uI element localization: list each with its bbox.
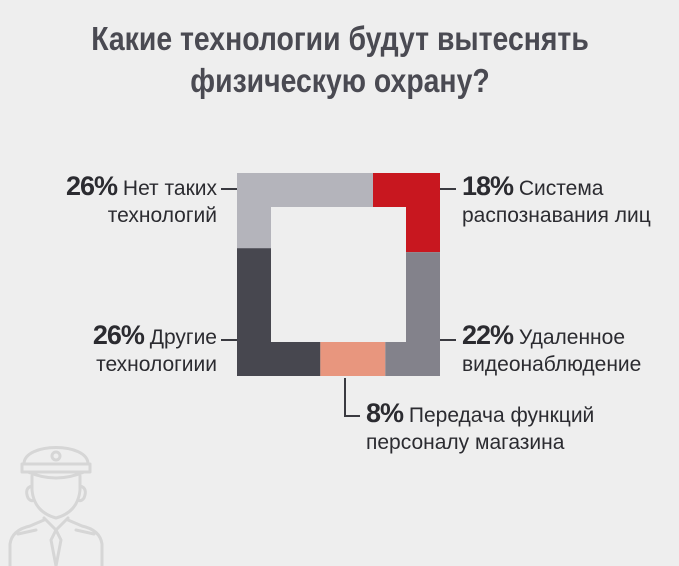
slice-percent: 8%: [366, 398, 404, 428]
slice-label-no-tech: 26% Нет таких технологий: [66, 173, 217, 229]
slice-name-cont: технологиии: [96, 353, 217, 376]
slice-name: Система: [518, 177, 604, 200]
slice-percent: 26%: [66, 171, 118, 201]
chart-title-line-1: Какие технологии будут вытеснять: [91, 20, 589, 57]
slice-name-cont: распознавания лиц: [462, 204, 651, 227]
slice-name-cont: видеонаблюдение: [462, 353, 642, 376]
security-guard-icon: [8, 446, 104, 566]
slice-name-cont: персоналу магазина: [366, 431, 565, 454]
slice-name: Нет таких: [122, 177, 217, 200]
slice-name-cont: технологий: [107, 204, 217, 227]
slice-label-other-tech: 26% Другие технологиии: [93, 322, 217, 378]
slice-no-tech: [237, 173, 373, 207]
slice-name: Удаленное: [518, 326, 626, 349]
slice-remote-video: [385, 342, 440, 376]
slice-percent: 18%: [462, 171, 514, 201]
slice-name: Передача функций: [408, 404, 595, 427]
slice-percent: 26%: [92, 320, 145, 350]
slice-name: Другие: [149, 326, 217, 349]
slice-label-remote-video: 22% Удаленное видеонаблюдение: [462, 322, 641, 378]
chart-title: Какие технологии будут вытеснять физичес…: [82, 18, 598, 102]
slice-label-face-recognition: 18% Система распознавания лиц: [462, 173, 651, 229]
slice-label-staff-transfer: 8% Передача функций персоналу магазина: [366, 400, 594, 456]
slice-other-tech: [237, 248, 271, 376]
chart-title-line-2: физическую охрану?: [190, 62, 490, 99]
leader-line-staff-transfer: [344, 378, 360, 417]
slice-percent: 22%: [462, 320, 514, 350]
slice-staff-transfer: [320, 342, 386, 376]
slice-face-recognition: [406, 173, 440, 253]
